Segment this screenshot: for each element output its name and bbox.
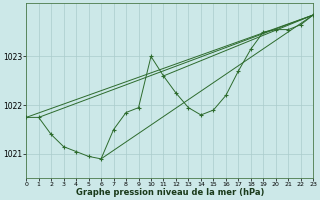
- X-axis label: Graphe pression niveau de la mer (hPa): Graphe pression niveau de la mer (hPa): [76, 188, 264, 197]
